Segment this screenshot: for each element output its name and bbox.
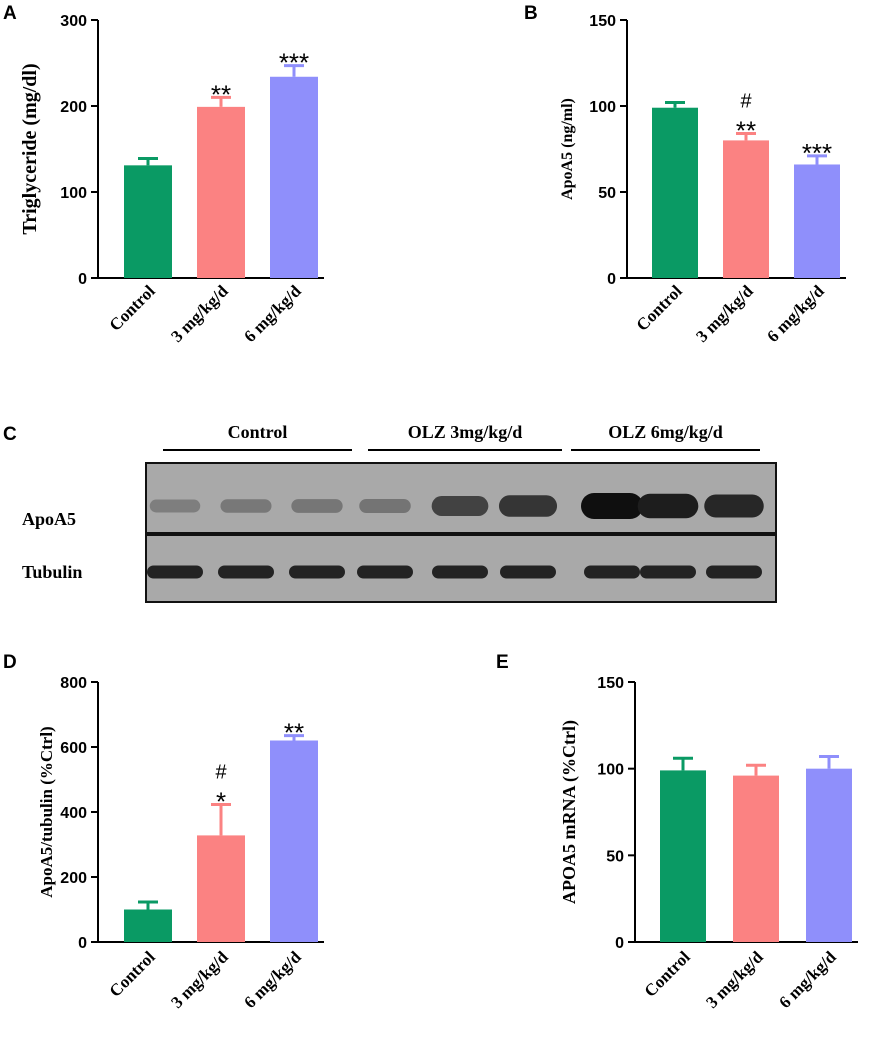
blot-band	[218, 565, 274, 579]
panel-d-category-label: 6 mg/kg/d	[240, 947, 305, 1012]
blot-band	[498, 495, 558, 517]
panel-e-chart: E 0 50 100 150 APOA5 mRNA (%Ctrl) Control 3 mg/…	[496, 652, 858, 1012]
panel-d-category-label: Control	[106, 947, 159, 1000]
blot-row-label: ApoA5	[22, 509, 76, 529]
panel-d-y-tick-label: 400	[60, 805, 87, 822]
blot-band	[147, 565, 203, 579]
panel-b-y-tick-label: 100	[589, 99, 616, 116]
panel-b-bar	[652, 107, 698, 278]
panel-e-category-label: Control	[641, 947, 694, 1000]
blot-band	[432, 565, 488, 579]
blot-band	[500, 565, 556, 579]
panel-a-bar	[197, 106, 245, 278]
panel-b-significance-marker: ***	[802, 138, 832, 168]
panel-e-y-tick-label: 0	[615, 935, 624, 952]
panel-b-significance-marker: #	[740, 91, 752, 113]
panel-a-significance-marker: **	[211, 79, 231, 109]
panel-d-chart: D 0 200 400 600 800 ApoA5/tubulin (%Ctrl) Contr…	[3, 652, 324, 1012]
panel-d-significance-marker: **	[284, 718, 304, 748]
panel-b-category-label: 3 mg/kg/d	[692, 281, 757, 346]
panel-d-category-label: 3 mg/kg/d	[167, 947, 232, 1012]
panel-a-y-tick-label: 0	[78, 271, 87, 288]
panel-d-bar	[270, 740, 318, 942]
panel-e-bar	[806, 768, 852, 942]
panel-e-y-tick-label: 150	[597, 675, 624, 692]
panel-c-letter: C	[3, 424, 17, 445]
panel-a-y-tick-label: 200	[60, 99, 87, 116]
panel-a-y-tick-label: 300	[60, 13, 87, 30]
panel-b-bar	[794, 164, 840, 278]
panel-b-y-tick-label: 0	[607, 271, 616, 288]
panel-d-y-tick-label: 600	[60, 740, 87, 757]
panel-b-significance-marker: **	[736, 116, 756, 146]
panel-e-bar	[733, 775, 779, 942]
blot-group-label: OLZ 6mg/kg/d	[608, 422, 723, 442]
blot-group-label: Control	[228, 422, 288, 442]
panel-b-category-label: Control	[633, 281, 686, 334]
panel-c-western-blot: C Control OLZ 3mg/kg/d OLZ 6mg/kg/d ApoA5 Tub…	[3, 422, 777, 603]
blot-band	[637, 493, 699, 519]
panel-e-category-label: 6 mg/kg/d	[775, 947, 840, 1012]
blot-band	[431, 496, 489, 516]
panel-b-letter: B	[524, 3, 538, 24]
panel-d-y-tick-label: 0	[78, 935, 87, 952]
blot-band	[581, 493, 643, 519]
blot-band	[706, 565, 762, 579]
blot-group-label: OLZ 3mg/kg/d	[408, 422, 523, 442]
panel-e-category-label: 3 mg/kg/d	[702, 947, 767, 1012]
panel-e-y-tick-label: 100	[597, 762, 624, 779]
panel-b-y-tick-label: 150	[589, 13, 616, 30]
blot-band	[149, 499, 201, 513]
panel-a-category-label: 3 mg/kg/d	[167, 281, 232, 346]
panel-d-significance-marker: #	[215, 762, 227, 784]
panel-e-y-tick-label: 50	[606, 848, 624, 865]
panel-d-y-tick-label: 800	[60, 675, 87, 692]
panel-b-category-label: 6 mg/kg/d	[763, 281, 828, 346]
panel-d-y-tick-label: 200	[60, 870, 87, 887]
panel-e-y-axis-label: APOA5 mRNA (%Ctrl)	[559, 720, 580, 904]
panel-e-bar	[660, 770, 706, 942]
panel-d-significance-marker: *	[216, 787, 226, 817]
panel-a-chart: A 0 100 200 300 Triglyceride (mg/dl) Control **…	[3, 3, 324, 346]
panel-a-category-label: 6 mg/kg/d	[240, 281, 305, 346]
blot-band	[704, 494, 764, 518]
blot-band	[640, 565, 696, 579]
panel-b-y-axis-label: ApoA5 (ng/ml)	[559, 98, 576, 200]
panel-b-bar	[723, 140, 769, 278]
blot-band	[291, 499, 343, 513]
panel-e-letter: E	[496, 652, 509, 673]
panel-a-letter: A	[3, 3, 17, 24]
blot-band	[357, 565, 413, 579]
panel-d-bar	[197, 835, 245, 942]
panel-a-y-tick-label: 100	[60, 185, 87, 202]
panel-b-chart: B 0 50 100 150 ApoA5 (ng/ml) Control ** #3 mg/kg…	[524, 3, 846, 346]
panel-d-bar	[124, 909, 172, 942]
blot-band	[359, 499, 411, 513]
panel-a-bar	[124, 165, 172, 278]
panel-a-significance-marker: ***	[279, 48, 309, 78]
panel-a-y-axis-label: Triglyceride (mg/dl)	[19, 63, 41, 234]
panel-d-y-axis-label: ApoA5/tubulin (%Ctrl)	[37, 726, 56, 897]
blot-band	[220, 499, 272, 513]
panel-a-bar	[270, 76, 318, 278]
blot-row-label: Tubulin	[22, 562, 82, 582]
blot-band	[584, 565, 640, 579]
panel-d-letter: D	[3, 652, 17, 673]
panel-b-y-tick-label: 50	[598, 185, 616, 202]
panel-a-category-label: Control	[106, 281, 159, 334]
blot-band	[289, 565, 345, 579]
